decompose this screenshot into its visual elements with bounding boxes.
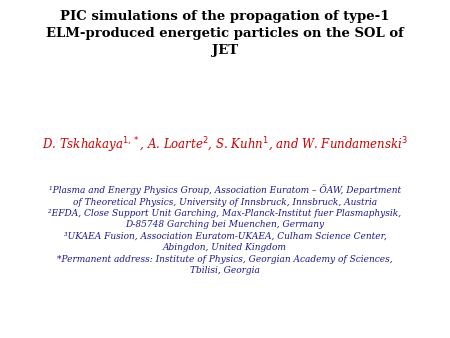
Text: ¹Plasma and Energy Physics Group, Association Euratom – ÖAW, Department
of Theor: ¹Plasma and Energy Physics Group, Associ…	[49, 184, 401, 275]
Text: D. Tskhakaya$^{1,*}$, A. Loarte$^{2}$, S. Kuhn$^{1}$, and W. Fundamenski$^{3}$: D. Tskhakaya$^{1,*}$, A. Loarte$^{2}$, S…	[42, 135, 408, 155]
Text: PIC simulations of the propagation of type-1
ELM-produced energetic particles on: PIC simulations of the propagation of ty…	[46, 10, 404, 57]
